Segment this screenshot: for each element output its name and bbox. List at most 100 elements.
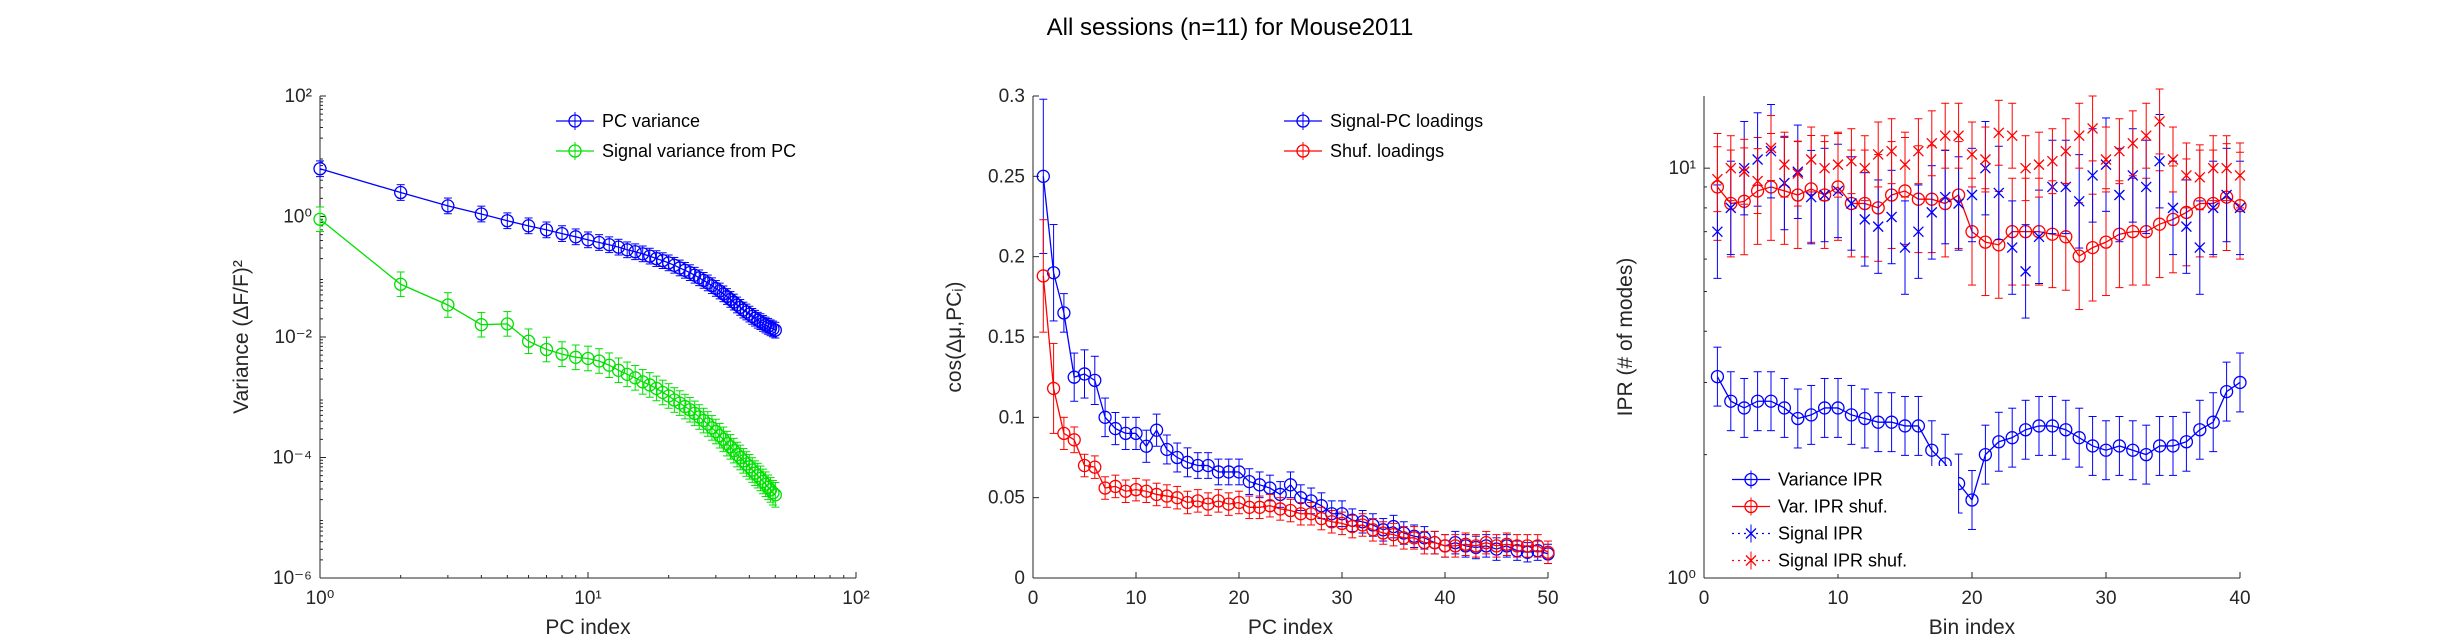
data-point bbox=[2127, 137, 2139, 149]
data-point bbox=[1805, 154, 1817, 165]
data-point bbox=[1376, 526, 1390, 540]
data-point bbox=[592, 235, 606, 250]
data-point bbox=[1886, 145, 1898, 157]
legend-label: PC variance bbox=[602, 111, 700, 131]
legend-marker bbox=[1296, 144, 1310, 158]
legend: PC variance Signal variance from PC bbox=[550, 106, 850, 166]
data-point bbox=[441, 199, 455, 213]
data-point bbox=[2020, 162, 2032, 174]
data-point bbox=[2221, 162, 2233, 174]
data-point bbox=[1737, 401, 1751, 415]
legend-label: Signal-PC loadings bbox=[1330, 111, 1483, 131]
data-point bbox=[1978, 447, 1993, 462]
data-point bbox=[1979, 154, 1991, 165]
y-tick-label: 10² bbox=[285, 86, 312, 107]
data-point bbox=[713, 429, 727, 443]
data-point bbox=[1884, 415, 1899, 429]
data-point bbox=[1805, 191, 1817, 203]
data-point bbox=[2139, 447, 2153, 462]
data-point bbox=[1232, 465, 1246, 479]
data-point bbox=[2046, 155, 2058, 167]
legend: Signal-PC loadings Shuf. loadings bbox=[1278, 106, 1540, 166]
x-tick-label: 50 bbox=[1537, 588, 1558, 609]
figure-title: All sessions (n=11) for Mouse2011 bbox=[1046, 14, 1414, 41]
data-point bbox=[1711, 173, 1723, 185]
ipr-chart: 0 10 20 30 40 10⁰ 10¹ Bin index IPR (# of modes)… bbox=[1614, 88, 2251, 639]
data-point bbox=[643, 249, 657, 263]
data-point bbox=[1899, 159, 1911, 171]
series-line bbox=[1716, 376, 2241, 502]
data-point bbox=[1417, 536, 1432, 550]
data-point bbox=[1939, 191, 1951, 203]
legend-marker bbox=[1745, 528, 1757, 539]
data-point bbox=[2167, 202, 2179, 214]
data-point bbox=[1886, 211, 1898, 223]
data-point bbox=[1036, 269, 1050, 283]
y-tick-label: 10⁻⁶ bbox=[273, 568, 312, 589]
legend-label: Signal IPR bbox=[1778, 524, 1863, 544]
x-tick-label: 10¹ bbox=[574, 588, 601, 609]
data-point bbox=[1953, 130, 1965, 142]
series-line bbox=[319, 218, 776, 496]
y-tick-label: 0.05 bbox=[988, 488, 1025, 509]
data-point bbox=[1448, 539, 1462, 553]
legend-label: Variance IPR bbox=[1778, 470, 1883, 490]
data-point bbox=[2072, 431, 2086, 445]
data-point bbox=[2126, 443, 2140, 457]
data-point bbox=[766, 322, 780, 336]
data-point bbox=[1098, 410, 1112, 424]
data-point bbox=[2193, 423, 2207, 437]
data-point bbox=[2099, 443, 2113, 457]
x-tick-label: 10⁰ bbox=[306, 588, 335, 609]
data-point bbox=[1738, 166, 1750, 178]
data-point bbox=[1752, 175, 1764, 187]
y-tick-label: 10¹ bbox=[1669, 158, 1696, 179]
x-tick-label: 40 bbox=[1434, 588, 1455, 609]
data-point bbox=[1180, 495, 1195, 510]
y-tick-label: 0.25 bbox=[988, 166, 1025, 187]
data-point bbox=[2005, 431, 2019, 445]
data-point bbox=[1160, 489, 1174, 503]
data-point bbox=[313, 212, 327, 226]
data-point bbox=[2006, 130, 2018, 142]
data-point bbox=[1965, 493, 1979, 507]
series-line bbox=[319, 168, 776, 331]
data-point bbox=[2113, 145, 2125, 157]
data-point bbox=[766, 486, 780, 500]
y-axis-label: IPR (# of modes) bbox=[1614, 258, 1637, 417]
legend-label: Var. IPR shuf. bbox=[1778, 497, 1888, 517]
data-point bbox=[1098, 481, 1112, 495]
data-point bbox=[2087, 122, 2099, 134]
data-point bbox=[474, 318, 489, 332]
data-point bbox=[611, 363, 626, 377]
data-point bbox=[2233, 375, 2247, 390]
data-point bbox=[705, 421, 719, 435]
data-point bbox=[1819, 162, 1831, 174]
data-point bbox=[1191, 458, 1205, 473]
data-point bbox=[555, 226, 569, 241]
series-1 bbox=[1036, 219, 1555, 565]
data-point bbox=[394, 277, 408, 291]
data-point bbox=[1160, 442, 1174, 457]
data-point bbox=[611, 240, 626, 254]
data-point bbox=[1273, 502, 1287, 516]
data-point bbox=[1765, 142, 1777, 154]
data-point bbox=[2179, 435, 2194, 449]
data-point bbox=[1294, 507, 1308, 521]
data-point bbox=[2087, 169, 2099, 181]
data-point bbox=[1711, 226, 1723, 238]
data-point bbox=[763, 483, 778, 497]
data-point bbox=[1832, 159, 1844, 171]
data-point bbox=[2033, 159, 2045, 171]
data-point bbox=[569, 230, 583, 244]
series-1 bbox=[313, 206, 782, 508]
data-point bbox=[1088, 373, 1102, 388]
data-point bbox=[1844, 408, 1859, 422]
y-axis-label: cos(Δμ,PCᵢ) bbox=[943, 281, 966, 392]
y-tick-label: 10⁻² bbox=[275, 327, 313, 348]
y-tick-label: 0.1 bbox=[999, 407, 1025, 428]
data-point bbox=[539, 223, 554, 237]
data-point bbox=[768, 323, 782, 337]
data-point bbox=[1222, 497, 1236, 511]
data-point bbox=[2085, 240, 2100, 255]
